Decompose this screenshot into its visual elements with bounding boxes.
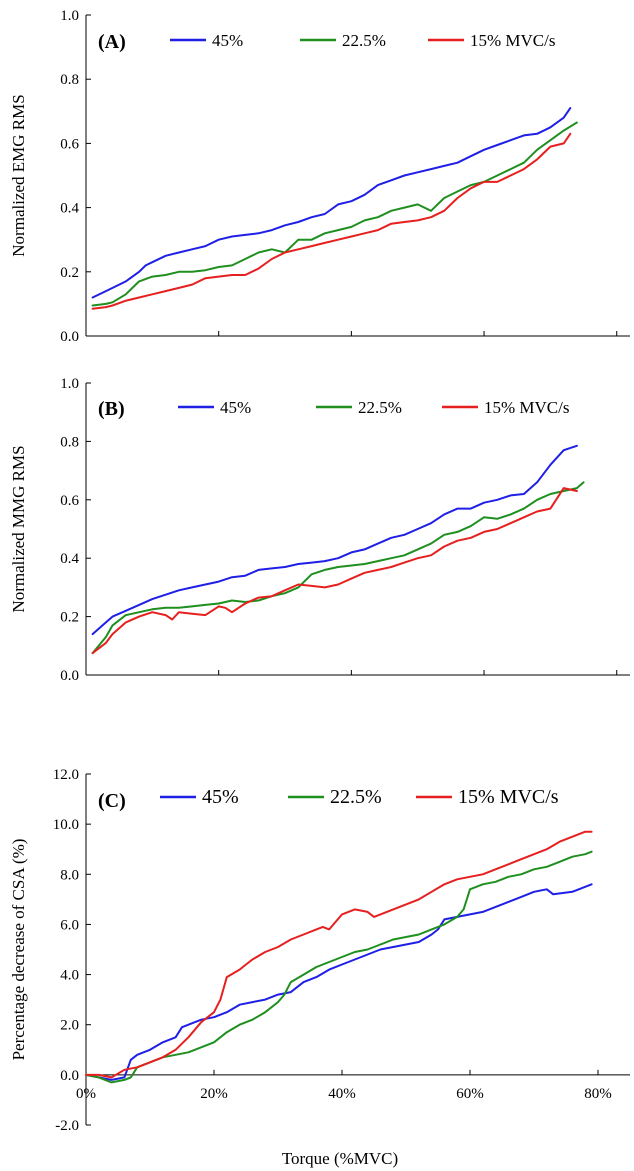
y-axis-title: Normalized EMG RMS — [9, 94, 28, 256]
y-tick-label: 0.8 — [60, 72, 79, 88]
y-axis-title: Percentage decrease of CSA (%) — [9, 839, 28, 1061]
legend-label: 15% MVC/s — [484, 398, 569, 417]
y-tick-label: -2.0 — [55, 1118, 79, 1134]
y-tick-label: 0.0 — [60, 329, 79, 345]
legend-label: 45% — [212, 31, 243, 50]
y-tick-label: 0.6 — [60, 136, 79, 152]
y-tick-label: 1.0 — [60, 376, 79, 392]
y-tick-label: 6.0 — [60, 917, 79, 933]
y-tick-label: 4.0 — [60, 968, 79, 984]
legend-label: 45% — [220, 398, 251, 417]
panel-label: (B) — [98, 398, 125, 420]
y-tick-label: 2.0 — [60, 1018, 79, 1034]
series-line-2 — [91, 121, 578, 307]
legend-label: 45% — [202, 786, 239, 808]
y-tick-label: 0.2 — [60, 265, 79, 281]
y-tick-label: 0.2 — [60, 610, 79, 626]
y-tick-label: 10.0 — [53, 817, 79, 833]
y-tick-label: 12.0 — [53, 767, 79, 783]
chart-panel-2: 0.0 0.2 0.4 0.6 0.8 1.0 Normalized MMG RMS (B) 4… — [9, 376, 630, 684]
legend-label: 22.5% — [358, 398, 402, 417]
legend-label: 15% MVC/s — [458, 786, 559, 808]
x-tick-label: 40% — [328, 1086, 356, 1102]
y-tick-label: 0.4 — [60, 201, 79, 217]
y-tick-label: 0.0 — [60, 1068, 79, 1084]
y-tick-label: 0.0 — [60, 668, 79, 684]
y-tick-label: 8.0 — [60, 867, 79, 883]
legend-label: 22.5% — [330, 786, 382, 808]
chart-panel-3: -2.0 0.0 2.0 4.0 6.0 8.0 10.0 12.0 0% 20% 40% 60% 80… — [9, 767, 630, 1168]
x-tick-label: 20% — [200, 1086, 228, 1102]
series-line-2 — [91, 481, 585, 655]
panel-label: (A) — [98, 31, 126, 53]
series-line-2 — [85, 850, 593, 1084]
y-tick-label: 1.0 — [60, 8, 79, 24]
y-tick-label: 0.4 — [60, 551, 79, 567]
series-line-1 — [91, 444, 578, 636]
series-line-1 — [91, 107, 572, 299]
series-line-1 — [85, 883, 593, 1081]
x-tick-label: 60% — [456, 1086, 484, 1102]
y-axis-title: Normalized MMG RMS — [9, 445, 28, 612]
x-tick-label: 0% — [76, 1086, 96, 1102]
series-line-3 — [91, 487, 578, 655]
series-line-3 — [85, 830, 593, 1079]
series-line-3 — [91, 132, 572, 310]
panel-label: (C) — [98, 790, 126, 812]
x-tick-label: 80% — [584, 1086, 612, 1102]
chart-panel-1: 0.0 0.2 0.4 0.6 0.8 1.0 Normalized EMG RMS (A) 4… — [9, 8, 630, 345]
y-tick-label: 0.6 — [60, 493, 79, 509]
legend-label: 15% MVC/s — [470, 31, 555, 50]
y-tick-label: 0.8 — [60, 434, 79, 450]
x-axis-title: Torque (%MVC) — [282, 1149, 398, 1168]
legend-label: 22.5% — [342, 31, 386, 50]
